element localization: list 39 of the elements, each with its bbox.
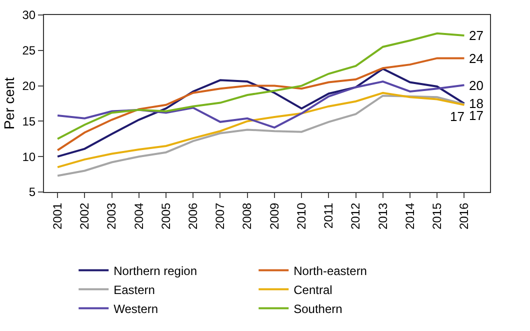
annotation: 18 (469, 96, 484, 111)
line-series (56, 57, 466, 152)
annotation: 17 (469, 108, 484, 123)
x-tick-label: 2001 (50, 202, 64, 230)
legend-label: Southern (294, 302, 342, 316)
x-tick-label: 2004 (132, 202, 146, 230)
x-tick-label: 2011 (322, 202, 336, 229)
y-tick-label: 15 (22, 114, 36, 128)
y-tick-label: 5 (28, 185, 36, 200)
x-tick-label: 2015 (430, 202, 444, 230)
x-tick-label: 2009 (267, 202, 282, 230)
x-tick-label: 2010 (294, 202, 308, 230)
legend-label: Northern region (114, 264, 198, 278)
line-series (56, 68, 466, 158)
legend-label: Eastern (114, 282, 155, 297)
annotation: 17 (450, 109, 464, 124)
x-tick-label: 2003 (104, 202, 119, 230)
legend-label: Central (294, 282, 332, 297)
annotation: 24 (469, 51, 484, 66)
x-tick-label: 2002 (78, 202, 92, 230)
annotation: 20 (469, 78, 484, 93)
x-tick-label: 2005 (158, 202, 173, 230)
x-tick-label: 2007 (213, 202, 228, 230)
legend-label: Western (114, 302, 158, 316)
line-series (56, 80, 466, 129)
x-tick-label: 2012 (348, 202, 363, 230)
line-series (56, 32, 466, 140)
x-tick-label: 2013 (376, 202, 390, 230)
y-tick-label: 20 (22, 79, 36, 93)
x-tick-label: 2008 (240, 202, 254, 230)
x-tick-label: 2006 (186, 202, 200, 230)
y-tick-label: 25 (22, 44, 36, 58)
x-tick-label: 2016 (457, 202, 472, 230)
y-tick-label: 30 (22, 8, 36, 22)
x-tick-label: 2014 (402, 202, 417, 230)
y-tick-label: 10 (22, 150, 36, 164)
y-axis-title: Per cent (0, 77, 17, 130)
annotation: 27 (469, 28, 484, 43)
legend-label: North-eastern (294, 264, 367, 278)
